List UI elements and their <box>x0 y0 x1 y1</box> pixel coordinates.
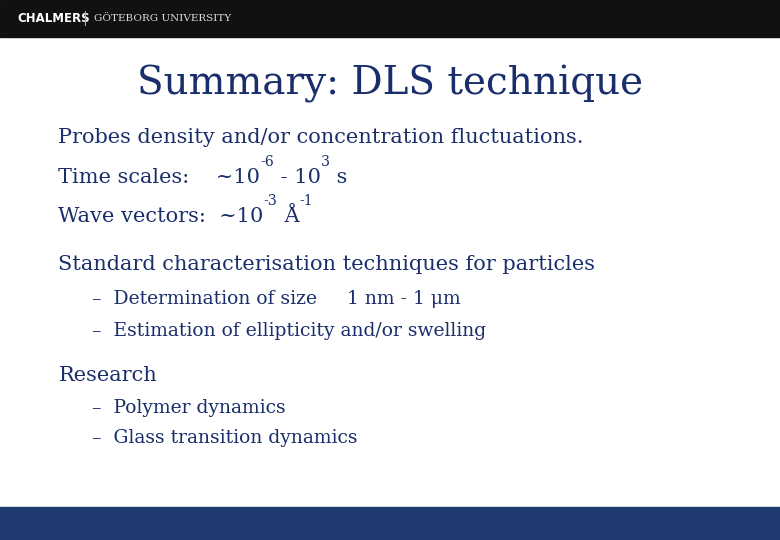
Text: Summary: DLS technique: Summary: DLS technique <box>137 65 643 103</box>
Text: CHALMERS: CHALMERS <box>17 12 90 25</box>
Text: Probes density and/or concentration fluctuations.: Probes density and/or concentration fluc… <box>58 128 584 147</box>
Text: - 10: - 10 <box>275 167 321 187</box>
Bar <box>0 507 780 540</box>
Text: Å: Å <box>278 206 300 226</box>
Text: –  Determination of size     1 nm - 1 μm: – Determination of size 1 nm - 1 μm <box>92 289 461 308</box>
Text: GÖTEBORG UNIVERSITY: GÖTEBORG UNIVERSITY <box>94 14 231 23</box>
Text: -3: -3 <box>264 194 278 208</box>
Text: –  Polymer dynamics: – Polymer dynamics <box>92 399 285 417</box>
Text: -6: -6 <box>261 155 275 169</box>
Text: –  Glass transition dynamics: – Glass transition dynamics <box>92 429 357 448</box>
Text: Standard characterisation techniques for particles: Standard characterisation techniques for… <box>58 255 595 274</box>
Text: |: | <box>82 11 87 26</box>
Text: Time scales:    ~10: Time scales: ~10 <box>58 167 261 187</box>
Text: Wave vectors:  ~10: Wave vectors: ~10 <box>58 206 264 226</box>
Text: s: s <box>330 167 348 187</box>
Text: –  Estimation of ellipticity and/or swelling: – Estimation of ellipticity and/or swell… <box>92 322 486 340</box>
Text: 3: 3 <box>321 155 330 169</box>
Text: Research: Research <box>58 366 158 385</box>
Bar <box>0 0 780 37</box>
Text: -1: -1 <box>300 194 313 208</box>
